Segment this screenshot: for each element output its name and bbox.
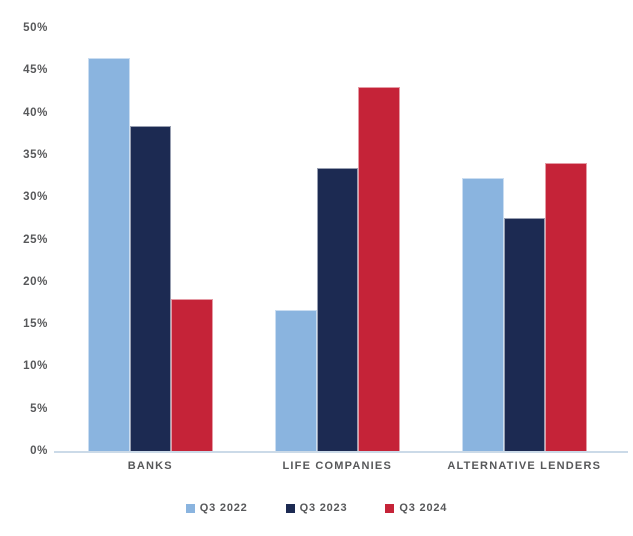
y-tick-label: 5%	[30, 402, 48, 415]
y-tick-label: 20%	[23, 275, 48, 288]
bar-q3-2022-banks	[88, 58, 130, 451]
x-category-label-life-companies: LIFE COMPANIES	[282, 460, 392, 472]
bar-q3-2022-alternative-lenders	[462, 177, 504, 451]
y-tick-label: 30%	[23, 191, 48, 204]
y-tick-label: 45%	[23, 64, 48, 77]
y-tick-label: 10%	[23, 360, 48, 373]
legend-label: Q3 2024	[399, 502, 448, 514]
legend-item-q3-2022: Q3 2022	[185, 502, 248, 514]
x-category-label-banks: BANKS	[127, 460, 173, 472]
y-tick-label: 50%	[23, 22, 48, 34]
legend-swatch	[185, 503, 195, 513]
legend-label: Q3 2023	[299, 502, 348, 514]
bar-q3-2024-life-companies	[358, 87, 400, 451]
y-tick-label: 15%	[23, 318, 48, 331]
legend-swatch	[385, 503, 395, 513]
legend-item-q3-2024: Q3 2024	[385, 502, 447, 514]
y-tick-label: 0%	[30, 445, 48, 457]
legend-label: Q3 2022	[199, 502, 248, 514]
bar-q3-2024-alternative-lenders	[545, 163, 587, 451]
y-tick-label: 40%	[23, 106, 48, 119]
legend: Q3 2022 Q3 2023 Q3 2024	[0, 502, 633, 514]
bar-q3-2023-alternative-lenders	[503, 218, 545, 451]
bar-q3-2023-life-companies	[316, 167, 358, 451]
x-category-label-alternative-lenders: ALTERNATIVE LENDERS	[447, 460, 602, 472]
bar-q3-2023-banks	[129, 126, 171, 451]
legend-swatch	[285, 503, 295, 513]
plot-area	[54, 28, 628, 453]
bar-q3-2024-banks	[171, 298, 213, 451]
bar-q3-2022-life-companies	[275, 309, 317, 451]
y-tick-label: 25%	[23, 233, 48, 246]
y-tick-label: 35%	[23, 148, 48, 161]
legend-item-q3-2023: Q3 2023	[285, 502, 348, 514]
